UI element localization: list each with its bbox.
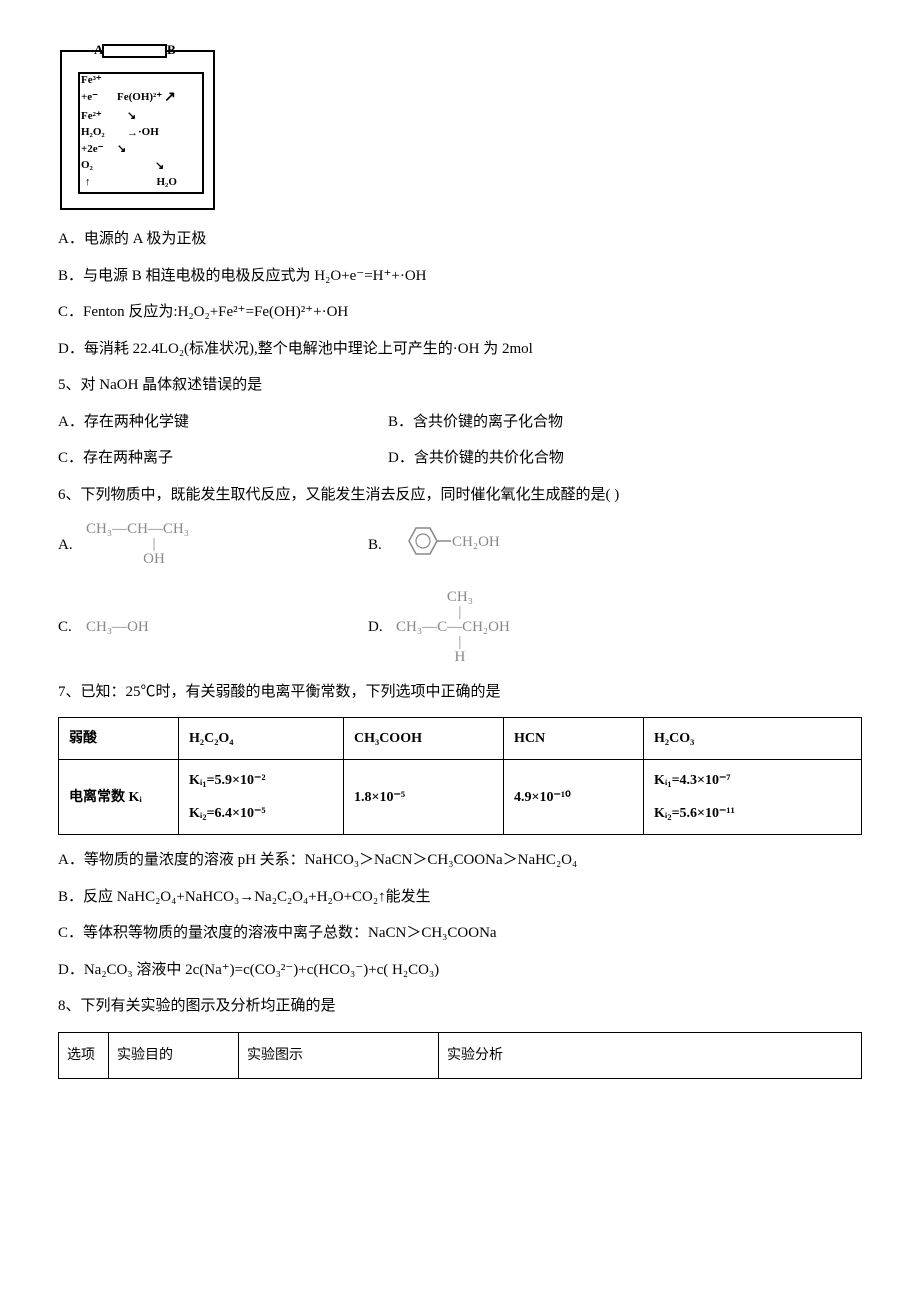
q6-a-label: A. — [58, 534, 86, 557]
fenton-diagram: A B Fe³⁺ +e⁻Fe(OH)²⁺↗ Fe²⁺↘ H₂O₂→·OH +2e… — [60, 50, 215, 210]
q6-d-mid-r: —CH₂OH — [447, 619, 510, 635]
q7-option-a: A．等物质的量浓度的溶液 pH 关系：NaHCO₃＞NaCN＞CH₃COONa＞… — [58, 849, 862, 872]
q5-option-d: D．含共价键的共价化合物 — [388, 447, 564, 470]
q6-c-structure: CH₃—OH — [86, 616, 149, 639]
diagram-terminal-box — [102, 44, 167, 58]
diag-e2: +2e⁻ — [81, 143, 117, 156]
q4-option-b: B．与电源 B 相连电极的电极反应式为 H₂O+e⁻=H⁺+·OH — [58, 265, 862, 288]
diag-fe3: Fe³⁺ — [81, 74, 102, 87]
diag-fe2: Fe²⁺ — [81, 110, 127, 123]
q7-c3: 4.9×10⁻¹⁰ — [504, 760, 644, 835]
diag-e1: +e⁻ — [81, 91, 117, 104]
q8-h1: 选项 — [59, 1032, 109, 1078]
q6-d-mid-l: CH₃— — [396, 619, 437, 635]
q6-c-label: C. — [58, 616, 86, 639]
q8-h3: 实验图示 — [239, 1032, 439, 1078]
q6-d-mid-c: C — [437, 619, 447, 635]
diag-oh: ·OH — [138, 126, 159, 139]
q7-h-h2c2o4: H₂C₂O₄ — [179, 718, 344, 760]
diag-h2o2: H₂O₂ — [81, 126, 127, 139]
q5-stem: 5、对 NaOH 晶体叙述错误的是 — [58, 374, 862, 397]
diag-feoh: Fe(OH)²⁺ — [117, 91, 162, 104]
diag-h2o: H₂O — [157, 176, 177, 189]
diag-o2: O₂ — [81, 159, 117, 172]
q7-c1a: Kᵢ₁=5.9×10⁻² — [189, 770, 333, 791]
q5-option-b: B．含共价键的离子化合物 — [388, 411, 563, 434]
q7-h-hcn: HCN — [504, 718, 644, 760]
q5-option-c: C．存在两种离子 — [58, 447, 388, 470]
q4-option-a: A．电源的 A 极为正极 — [58, 228, 862, 251]
q5-option-a: A．存在两种化学键 — [58, 411, 388, 434]
q6-d-bot: H — [410, 650, 510, 665]
q7-option-d: D．Na₂CO₃ 溶液中 2c(Na⁺)=c(CO₃²⁻)+c(HCO₃⁻)+c… — [58, 959, 862, 982]
q7-h-h2co3: H₂CO₃ — [644, 718, 862, 760]
q7-c1b: Kᵢ₂=6.4×10⁻⁵ — [189, 803, 333, 824]
q6-a-top: CH₃—CH—CH₃ — [86, 522, 189, 537]
q7-c4a: Kᵢ₁=4.3×10⁻⁷ — [654, 770, 851, 791]
q6-b-label: B. — [368, 534, 396, 557]
q8-h4: 实验分析 — [439, 1032, 862, 1078]
q8-h2: 实验目的 — [109, 1032, 239, 1078]
q7-c4b: Kᵢ₂=5.6×10⁻¹¹ — [654, 803, 851, 824]
q6-d-top: CH₃ — [410, 590, 510, 605]
q7-h-acid: 弱酸 — [59, 718, 179, 760]
q7-r-label: 电离常数 Kᵢ — [59, 760, 179, 835]
q7-option-c: C．等体积等物质的量浓度的溶液中离子总数：NaCN＞CH₃COONa — [58, 922, 862, 945]
q6-stem: 6、下列物质中，既能发生取代反应，又能发生消去反应，同时催化氧化生成醛的是( ) — [58, 484, 862, 507]
q7-c1: Kᵢ₁=5.9×10⁻² Kᵢ₂=6.4×10⁻⁵ — [179, 760, 344, 835]
q7-c4: Kᵢ₁=4.3×10⁻⁷ Kᵢ₂=5.6×10⁻¹¹ — [644, 760, 862, 835]
q4-option-c: C．Fenton 反应为:H₂O₂+Fe²⁺=Fe(OH)²⁺+·OH — [58, 301, 862, 324]
q6-a-bot: OH — [119, 552, 189, 567]
q8-stem: 8、下列有关实验的图示及分析均正确的是 — [58, 995, 862, 1018]
q7-h-ch3cooh: CH₃COOH — [344, 718, 504, 760]
q7-table: 弱酸 H₂C₂O₄ CH₃COOH HCN H₂CO₃ 电离常数 Kᵢ Kᵢ₁=… — [58, 717, 862, 835]
diagram-inner: Fe³⁺ +e⁻Fe(OH)²⁺↗ Fe²⁺↘ H₂O₂→·OH +2e⁻↘ O… — [78, 72, 204, 194]
svg-text:CH₂OH: CH₂OH — [452, 534, 500, 550]
q7-c2: 1.8×10⁻⁵ — [344, 760, 504, 835]
q4-option-d: D．每消耗 22.4LO₂(标准状况),整个电解池中理论上可产生的·OH 为 2… — [58, 338, 862, 361]
q8-table: 选项 实验目的 实验图示 实验分析 — [58, 1032, 862, 1079]
q6-a-structure: CH₃—CH—CH₃ | OH — [86, 522, 189, 567]
q7-option-b: B．反应 NaHC₂O₄+NaHCO₃→Na₂C₂O₄+H₂O+CO₂↑能发生 — [58, 886, 862, 909]
q6-d-structure: CH₃ | CH₃—C—CH₂OH | H — [396, 590, 510, 665]
q6-d-label: D. — [368, 616, 396, 639]
q6-b-structure: CH₂OH — [396, 520, 531, 570]
terminal-b-label: B — [167, 40, 176, 60]
q7-stem: 7、已知：25℃时，有关弱酸的电离平衡常数，下列选项中正确的是 — [58, 681, 862, 704]
